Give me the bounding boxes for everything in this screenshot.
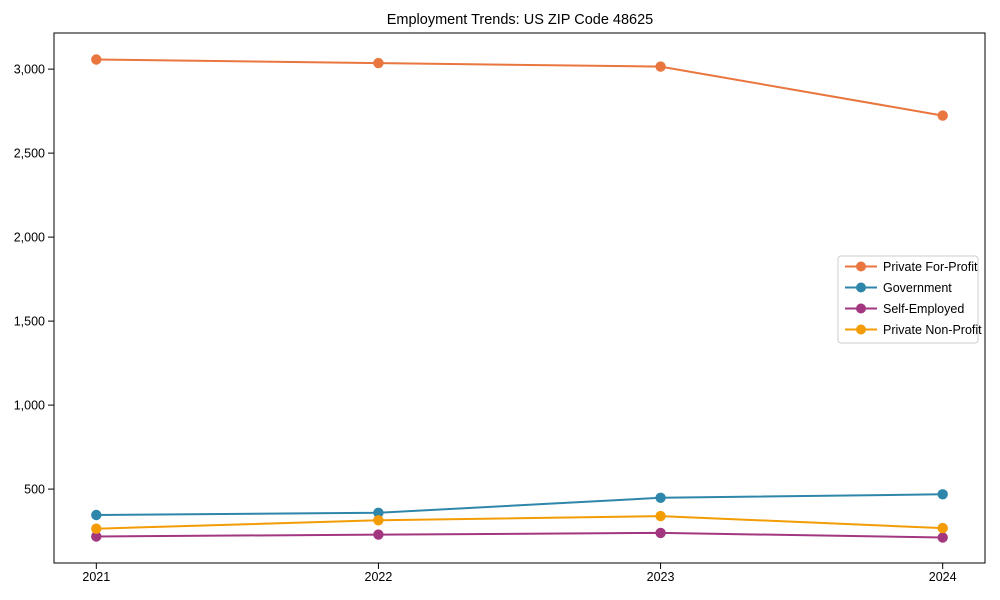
data-point — [655, 527, 666, 539]
y-tick-label: 3,000 — [14, 62, 45, 76]
data-point — [91, 509, 102, 521]
data-point — [655, 510, 666, 522]
series-line-self-employed — [96, 531, 943, 539]
data-point — [655, 61, 666, 72]
y-tick-label: 500 — [24, 482, 45, 496]
y-tick-label: 2,000 — [14, 230, 45, 244]
data-point — [655, 492, 666, 503]
data-point — [91, 531, 102, 542]
y-tick-label: 1,500 — [14, 314, 45, 328]
series-line-private-for-profit — [96, 58, 943, 117]
y-tick-label: 1,000 — [14, 398, 45, 412]
legend-swatch-marker — [856, 282, 866, 293]
chart-title: Employment Trends: US ZIP Code 48625 — [387, 12, 654, 28]
data-point — [937, 110, 948, 121]
series-line-government — [96, 493, 943, 516]
x-tick-label: 2024 — [929, 570, 957, 584]
x-tick-label: 2021 — [82, 570, 110, 584]
legend-swatch-marker — [856, 261, 866, 272]
data-point — [91, 54, 102, 65]
data-point — [91, 523, 102, 534]
data-point — [373, 515, 384, 526]
series-line-private-non-profit — [96, 515, 943, 530]
data-point — [373, 57, 384, 69]
x-tick-label: 2022 — [365, 570, 393, 584]
data-point — [373, 529, 384, 540]
legend-swatch-marker — [856, 324, 866, 335]
legend-item-private-non-profit: Private Non-Profit — [845, 323, 982, 337]
y-tick-label: 2,500 — [14, 146, 45, 160]
axes-box — [53, 32, 986, 564]
legend-item-private-for-profit: Private For-Profit — [845, 260, 978, 274]
data-point — [937, 489, 948, 500]
legend-box — [837, 255, 979, 344]
data-point — [373, 507, 384, 518]
legend-label: Government — [883, 281, 952, 295]
legend-item-government: Government — [845, 281, 952, 295]
legend-label: Self-Employed — [883, 302, 964, 316]
legend: Private For-Profit Government Self-Employe… — [837, 255, 982, 344]
data-point — [937, 522, 948, 534]
legend-label: Private Non-Profit — [883, 323, 982, 337]
legend-label: Private For-Profit — [883, 260, 978, 274]
legend-swatch-marker — [856, 303, 866, 314]
x-tick-label: 2023 — [647, 570, 675, 584]
legend-item-self-employed: Self-Employed — [845, 302, 964, 316]
plot-area: 500 1,000 1,500 2,000 2,500 3,000 2021 2022 2023… — [14, 32, 986, 584]
data-point — [937, 532, 948, 543]
